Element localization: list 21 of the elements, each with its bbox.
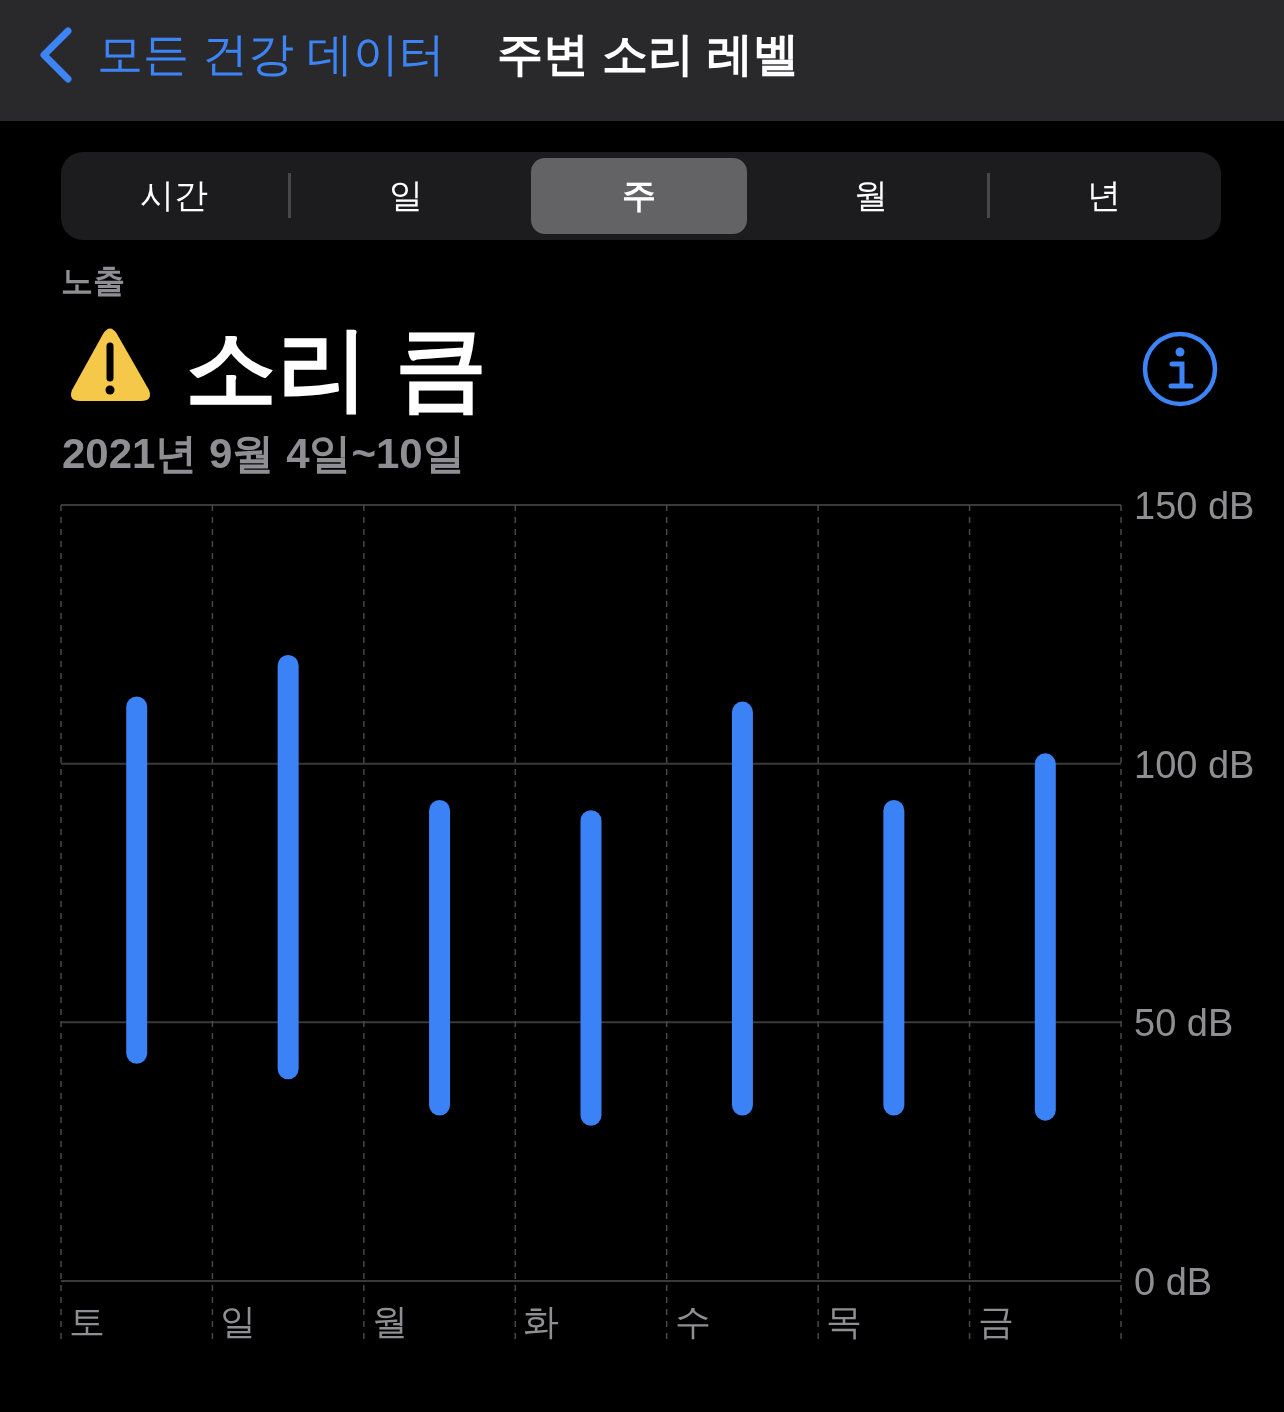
segment-label: 시간 (140, 176, 208, 214)
status-heading: 소리 큼 (185, 317, 487, 419)
segment-label: 일 (389, 176, 423, 214)
tick-label-x: 수 (674, 1301, 711, 1342)
tick-label-x: 일 (220, 1301, 257, 1342)
subtitle: 2021년 9월 4일~10일 (62, 430, 465, 477)
tick-label-y: 150 dB (1134, 485, 1255, 527)
segment-label: 월 (854, 176, 888, 214)
tick-label-x: 목 (826, 1301, 863, 1342)
back-link: 모든 건강 데이터 (97, 28, 445, 80)
segment-label: 주 (622, 176, 656, 214)
tick-label-y: 100 dB (1134, 743, 1255, 786)
title: 주변 소리 레벨 (497, 28, 799, 80)
tick-label-x: 금 (977, 1301, 1014, 1342)
tick-label-y: 0 dB (1134, 1261, 1213, 1303)
segment-label: 년 (1087, 176, 1121, 214)
tick-label-x: 토 (69, 1301, 105, 1342)
tick-label-y: 50 dB (1134, 1002, 1234, 1045)
section-label: 노출 (61, 263, 125, 299)
tick-label-x: 화 (523, 1301, 560, 1342)
tick-label-x: 월 (371, 1301, 408, 1342)
